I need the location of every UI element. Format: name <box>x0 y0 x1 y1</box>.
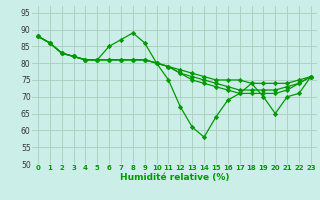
X-axis label: Humidité relative (%): Humidité relative (%) <box>120 173 229 182</box>
